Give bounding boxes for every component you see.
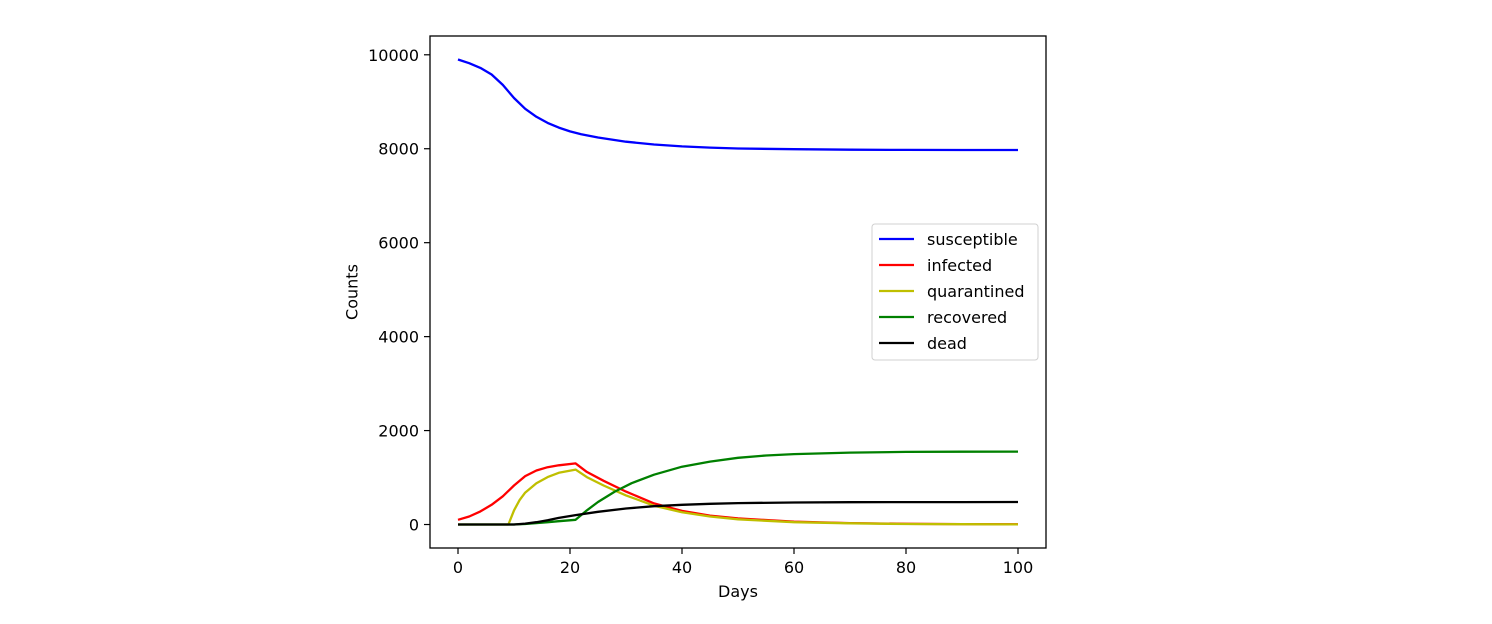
legend-label-susceptible: susceptible bbox=[927, 230, 1018, 249]
x-tick-label: 0 bbox=[453, 558, 463, 577]
x-axis-label: Days bbox=[718, 582, 758, 601]
legend: susceptible infected quarantined recovered d… bbox=[871, 223, 1039, 361]
y-tick-label: 2000 bbox=[378, 422, 419, 441]
y-tick-label: 8000 bbox=[378, 140, 419, 159]
series-lines bbox=[457, 58, 1019, 526]
x-tick-label: 60 bbox=[784, 558, 804, 577]
y-tick-label: 6000 bbox=[378, 234, 419, 253]
series-line-quarantined bbox=[458, 468, 1019, 526]
legend-box bbox=[871, 223, 1039, 361]
x-tick-label: 20 bbox=[560, 558, 580, 577]
series-line-recovered bbox=[458, 450, 1019, 526]
legend-label-infected: infected bbox=[927, 256, 992, 275]
x-tick-label: 40 bbox=[672, 558, 692, 577]
y-axis: 0 2000 4000 6000 8000 10000 bbox=[368, 46, 430, 535]
series-line-susceptible bbox=[457, 58, 1018, 152]
y-tick-label: 4000 bbox=[378, 328, 419, 347]
x-axis: 0 20 40 60 80 100 bbox=[453, 548, 1033, 577]
legend-label-dead: dead bbox=[927, 334, 967, 353]
y-tick-label: 0 bbox=[409, 516, 419, 535]
series-line-infected bbox=[457, 462, 1019, 526]
x-tick-label: 80 bbox=[896, 558, 916, 577]
series-line-dead bbox=[458, 500, 1019, 526]
y-axis-label: Counts bbox=[343, 264, 362, 320]
plot-frame bbox=[429, 35, 1047, 549]
y-tick-label: 10000 bbox=[368, 46, 419, 65]
x-tick-label: 100 bbox=[1003, 558, 1034, 577]
legend-label-recovered: recovered bbox=[927, 308, 1007, 327]
legend-label-quarantined: quarantined bbox=[927, 282, 1024, 301]
